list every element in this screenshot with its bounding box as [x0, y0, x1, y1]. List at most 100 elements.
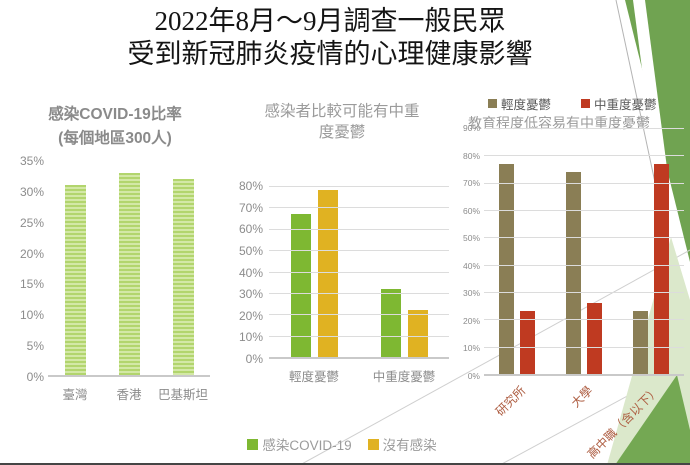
x-axis: 研究所 大學 高中職（含以下）: [484, 382, 684, 462]
bars: [48, 161, 210, 375]
bar: [587, 302, 602, 374]
y-axis-tick-label: 0%: [245, 352, 263, 366]
plot-area: [48, 161, 210, 377]
x-axis-category-label: 輕度憂鬱: [288, 370, 339, 384]
chart-title-line2: (每個地區300人): [58, 130, 172, 148]
gridline: [269, 314, 449, 316]
y-axis-tick-label: 10%: [19, 308, 44, 323]
bar: [118, 173, 140, 375]
x-axis-category-label: 香港: [116, 388, 142, 402]
legend: 輕度憂鬱 中重度憂鬱: [488, 94, 657, 113]
y-axis-tick-label: 10%: [238, 330, 263, 345]
y-axis-tick-label: 70%: [238, 200, 263, 215]
gridline: [484, 292, 684, 293]
bar: [520, 311, 536, 374]
legend-item-severe: 中重度憂鬱: [581, 94, 657, 113]
y-axis-tick-label: 60%: [238, 222, 263, 237]
bar: [632, 311, 648, 374]
chart-title-line2: 度憂鬱: [318, 123, 366, 141]
chart-title: 感染COVID-19比率 (每個地區300人): [18, 103, 212, 151]
y-axis-tick-label: 0%: [467, 371, 480, 381]
slide-title: 2022年8月～9月調查一般民眾 受到新冠肺炎疫情的心理健康影響: [0, 5, 660, 72]
slide-title-line1: 2022年8月～9月調查一般民眾: [154, 6, 506, 36]
bar-group-2: [551, 128, 618, 374]
legend-item-not-infected: 沒有感染: [367, 434, 437, 454]
legend-label: 感染COVID-19: [262, 438, 352, 453]
legend-swatch-yellow-icon: [367, 438, 379, 450]
legend-item-infected: 感染COVID-19: [247, 434, 352, 454]
y-axis-tick-label: 30%: [19, 184, 44, 199]
legend-swatch-olive-icon: [488, 99, 497, 108]
legend-label: 沒有感染: [382, 438, 437, 453]
y-axis-tick-label: 60%: [462, 205, 480, 216]
gridline: [484, 237, 684, 239]
y-axis-tick-label: 10%: [462, 343, 480, 354]
chart-title: 教育程度低容易有中重度憂鬱: [468, 115, 650, 131]
y-axis-tick-label: 5%: [26, 339, 44, 354]
legend-swatch-green-icon: [247, 438, 259, 450]
bar-group-2: [102, 161, 156, 375]
gridline: [484, 128, 684, 129]
y-axis-tick-label: 30%: [462, 288, 480, 299]
x-axis-category-label: 大學: [568, 383, 596, 411]
gridline: [269, 250, 449, 252]
gridline: [484, 264, 684, 266]
bar-group-1: [48, 161, 102, 375]
plot-area: [484, 128, 684, 376]
bar: [317, 190, 338, 357]
legend-item-mild: 輕度憂鬱: [488, 94, 551, 113]
y-axis-tick-label: 40%: [238, 265, 263, 280]
gridline: [484, 319, 684, 321]
bar: [653, 163, 669, 374]
y-axis-tick-label: 90%: [462, 123, 480, 133]
gridline: [484, 346, 684, 348]
bar: [64, 185, 86, 375]
gridline: [269, 292, 449, 294]
gridline: [484, 210, 684, 211]
chart-title: 感染者比較可能有中重 度憂鬱: [233, 102, 451, 144]
y-axis-tick-label: 70%: [462, 178, 480, 189]
chart-title-line1: 感染COVID-19比率: [48, 106, 182, 123]
y-axis-tick-label: 20%: [238, 308, 263, 323]
gridline: [269, 186, 449, 187]
x-axis: 輕度憂鬱 中重度憂鬱: [269, 366, 449, 385]
chart-depression-by-education: 輕度憂鬱 中重度憂鬱 教育程度低容易有中重度憂鬱 90% 80% 70% 60% 50%…: [450, 88, 690, 465]
bar: [172, 179, 194, 375]
y-axis-tick-label: 50%: [462, 233, 480, 244]
bar-group-3: [156, 161, 210, 375]
gridline: [484, 155, 684, 157]
y-axis: 90% 80% 70% 60% 50% 40% 30% 20% 10% 0%: [454, 123, 480, 381]
y-axis-tick-label: 80%: [462, 150, 480, 161]
gridline: [269, 271, 449, 273]
bar: [380, 288, 401, 357]
bar: [499, 163, 515, 374]
y-axis-tick-label: 50%: [238, 243, 263, 258]
y-axis: 80% 70% 60% 50% 40% 30% 20% 10% 0%: [233, 179, 263, 366]
y-axis-tick-label: 25%: [19, 215, 44, 230]
x-axis-category-label: 中重度憂鬱: [372, 370, 436, 384]
y-axis-tick-label: 15%: [19, 277, 44, 292]
y-axis-tick-label: 35%: [19, 154, 44, 168]
y-axis-tick-label: 0%: [26, 370, 44, 384]
y-axis-tick-label: 80%: [238, 179, 263, 193]
x-axis-category-label: 巴基斯坦: [157, 388, 208, 402]
y-axis-tick-label: 20%: [19, 246, 44, 261]
slide-title-line2: 受到新冠肺炎疫情的心理健康影響: [127, 39, 533, 70]
chart-depression-by-infection: 感染者比較可能有中重 度憂鬱 80% 70% 60% 50% 40% 30% 20% 10% 0…: [233, 100, 451, 460]
x-axis-category-label: 研究所: [493, 383, 529, 419]
y-axis-tick-label: 20%: [462, 315, 480, 326]
legend-label: 中重度憂鬱: [594, 98, 657, 112]
gridline: [269, 228, 449, 230]
y-axis-tick-label: 30%: [238, 287, 263, 302]
x-axis: 臺灣 香港 巴基斯坦: [48, 384, 210, 403]
gridline: [484, 182, 684, 184]
bar-group-1: [484, 128, 551, 374]
y-axis-tick-label: 40%: [462, 260, 480, 271]
bar: [407, 309, 428, 357]
chart-title-line1: 感染者比較可能有中重: [264, 103, 420, 120]
gridline: [269, 207, 449, 209]
chart-infection-rate: 感染COVID-19比率 (每個地區300人) 35% 30% 25% 20% 15% 1…: [8, 100, 222, 415]
bars: [484, 128, 684, 374]
bar-group-3: [617, 128, 684, 374]
